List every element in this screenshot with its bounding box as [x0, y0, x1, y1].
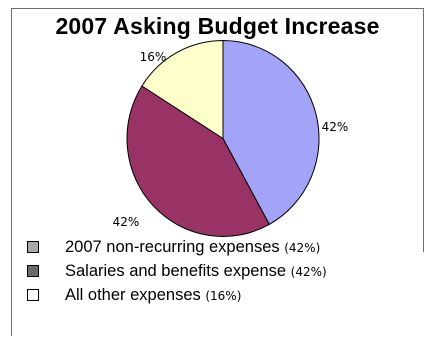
legend-item: All other expenses (16%) [27, 283, 422, 307]
pie-slice-1 [222, 40, 320, 225]
frame-left-border [11, 8, 12, 336]
legend-swatch [27, 289, 39, 301]
pie-slice-3 [141, 40, 224, 139]
legend-label: Salaries and benefits expense [65, 261, 287, 280]
legend-item: Salaries and benefits expense (42%) [27, 259, 422, 283]
legend-item: 2007 non-recurring expenses (42%) [27, 235, 422, 259]
slice-data-label: 16% [140, 50, 167, 64]
legend-label: 2007 non-recurring expenses [65, 237, 280, 256]
legend-swatch [27, 241, 39, 253]
legend-label: All other expenses [65, 285, 201, 304]
pie-slice-2 [126, 85, 270, 238]
frame-top-border [11, 8, 424, 9]
legend-percent: (42%) [284, 240, 321, 255]
legend-text: 2007 non-recurring expenses (42%) [65, 238, 320, 257]
chart-title: 2007 Asking Budget Increase [55, 13, 380, 39]
legend-swatch [27, 265, 39, 277]
slice-data-label: 42% [113, 215, 140, 229]
legend-percent: (16%) [205, 288, 242, 303]
legend: 2007 non-recurring expenses (42%) Salari… [27, 235, 422, 307]
legend-text: All other expenses (16%) [65, 286, 241, 305]
legend-percent: (42%) [290, 264, 327, 279]
legend-text: Salaries and benefits expense (42%) [65, 262, 327, 281]
frame-right-border [423, 8, 424, 252]
slice-data-label: 42% [322, 120, 349, 134]
